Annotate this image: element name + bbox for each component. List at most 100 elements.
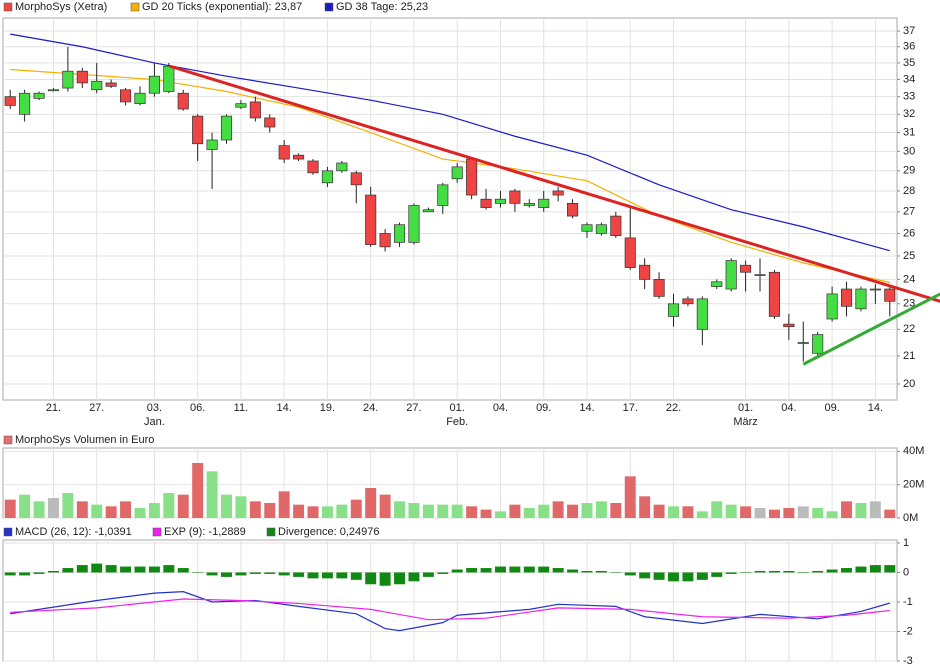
bar	[725, 504, 737, 518]
month-label: Jan.	[144, 416, 165, 428]
y-tick-label: 32	[903, 108, 915, 120]
candle-body	[163, 65, 175, 92]
x-tick-label: 04.	[493, 402, 508, 414]
y-tick-label: 34	[903, 73, 915, 85]
bar	[783, 508, 795, 518]
bar	[494, 511, 506, 518]
bar	[711, 572, 723, 577]
bar	[610, 503, 622, 518]
candle-body	[725, 260, 737, 290]
x-tick-label: 14.	[868, 402, 883, 414]
bar	[696, 572, 708, 580]
candle-body	[552, 190, 564, 196]
bar	[740, 506, 752, 518]
candle-body	[740, 264, 752, 273]
bar	[668, 506, 679, 518]
bar	[120, 566, 132, 573]
bar	[509, 566, 521, 573]
candle-body	[480, 198, 492, 208]
bar	[639, 572, 651, 579]
bar	[192, 463, 204, 518]
x-tick-label: 04.	[781, 402, 796, 414]
bar	[754, 570, 766, 573]
candle-body	[509, 190, 521, 204]
bar	[523, 566, 535, 573]
bar	[307, 572, 319, 579]
candle-body	[682, 298, 694, 305]
legend-swatch	[3, 527, 13, 537]
bar	[884, 509, 896, 518]
y-tick-label: 0M	[903, 512, 918, 524]
y-tick-label: 0	[903, 566, 909, 578]
legend-label: MorphoSys (Xetra)	[15, 1, 107, 13]
bar	[624, 476, 636, 518]
bar	[235, 496, 247, 518]
bar	[855, 566, 867, 573]
bar	[76, 501, 88, 518]
x-tick-label: 09.	[824, 402, 839, 414]
bar	[105, 506, 117, 518]
candle-body	[437, 184, 449, 206]
bar	[394, 572, 406, 585]
candle-body	[336, 162, 348, 172]
bar	[19, 494, 31, 518]
bar	[206, 572, 218, 576]
bar	[148, 566, 160, 573]
bar	[163, 565, 175, 573]
candle-body	[148, 75, 160, 94]
bar	[365, 572, 377, 585]
bar	[105, 565, 117, 573]
y-tick-label: 36	[903, 41, 915, 53]
bar	[494, 566, 506, 573]
bar	[480, 509, 492, 518]
candle-body	[610, 215, 622, 237]
bar	[336, 504, 348, 518]
bar	[841, 501, 853, 518]
bar	[610, 572, 622, 573]
candle-body	[192, 115, 204, 145]
candle-body	[538, 198, 550, 208]
candle-body	[639, 264, 651, 280]
bar	[134, 566, 146, 573]
bar	[841, 568, 853, 573]
bar	[264, 503, 276, 518]
bar	[768, 509, 780, 518]
candle-body	[264, 117, 276, 128]
y-tick-label: 1	[903, 537, 909, 549]
bar	[62, 568, 74, 573]
bar	[552, 568, 564, 573]
candle-body	[4, 96, 16, 106]
candle-body	[62, 70, 74, 89]
bar	[408, 572, 420, 582]
x-tick-label: 21.	[46, 402, 61, 414]
bar	[379, 494, 391, 518]
bar	[422, 504, 434, 518]
bar	[293, 504, 305, 518]
bar	[206, 471, 218, 518]
bar	[192, 572, 204, 573]
bar	[177, 568, 189, 573]
candle-body	[624, 237, 636, 268]
bar	[812, 508, 824, 518]
bar	[538, 566, 550, 573]
y-tick-label: 33	[903, 91, 915, 103]
x-tick-label: 14.	[277, 402, 292, 414]
bar	[538, 504, 550, 518]
bar	[797, 506, 809, 518]
bar	[682, 572, 694, 582]
bar	[408, 503, 420, 518]
bar	[567, 569, 579, 573]
bar	[336, 572, 348, 579]
legend-label: MACD (26, 12): -1,0391	[15, 526, 132, 538]
bar	[653, 572, 665, 580]
plot-area	[2, 17, 898, 401]
bar	[47, 498, 59, 518]
x-tick-label: 09.	[536, 402, 551, 414]
candle-body	[177, 92, 189, 110]
trend-line	[169, 64, 940, 303]
candle-body	[307, 160, 319, 174]
bar	[711, 501, 723, 518]
x-tick-label: 01.	[738, 402, 753, 414]
bar	[783, 570, 795, 573]
bar	[221, 572, 232, 577]
